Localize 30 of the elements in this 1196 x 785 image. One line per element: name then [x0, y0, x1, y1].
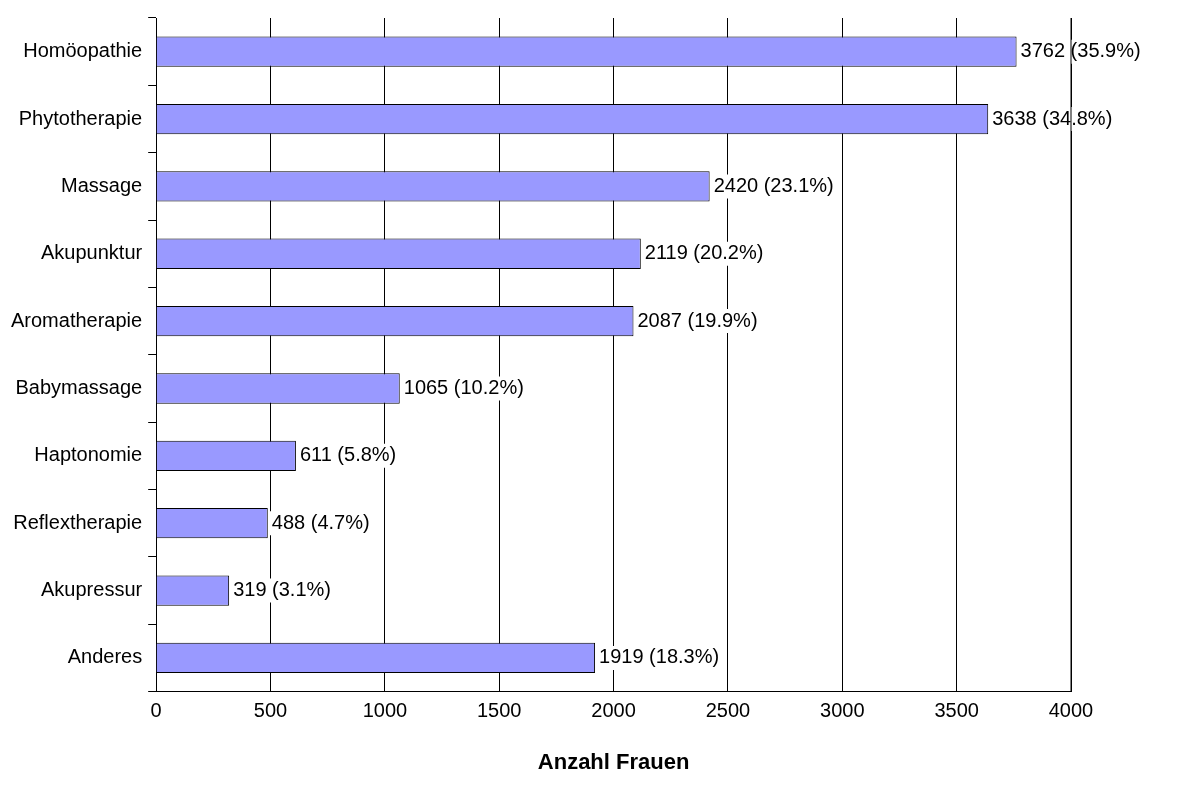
x-axis-title: Anzahl Frauen — [537, 748, 690, 774]
data-label: 2119 (20.2%) — [644, 241, 764, 264]
y-tick-label: Aromatherapie — [10, 308, 143, 331]
x-tick-label: 0 — [150, 699, 162, 722]
y-tick-label: Massage — [61, 173, 143, 196]
data-label: 488 (4.7%) — [271, 510, 370, 533]
data-label: 3638 (34.8%) — [992, 106, 1113, 129]
x-tick-label: 4000 — [1048, 699, 1094, 722]
y-tick-label: Akupressur — [41, 578, 143, 601]
data-label: 1065 (10.2%) — [403, 376, 524, 398]
x-tick-label: 2000 — [591, 699, 636, 722]
x-tick-label: 2500 — [705, 699, 751, 722]
y-tick-label: Homöopathie — [23, 39, 143, 62]
data-label: 2420 (23.1%) — [713, 173, 834, 196]
y-tick-label: Phytotherapie — [18, 106, 143, 129]
y-tick-label: Reflextherapie — [13, 510, 143, 533]
y-tick-label: Haptonomie — [34, 443, 143, 466]
data-label: 2087 (19.9%) — [637, 308, 758, 331]
data-label: 1919 (18.3%) — [599, 645, 720, 668]
data-label: 611 (5.8%) — [299, 443, 397, 466]
x-tick-label: 3000 — [820, 699, 865, 722]
x-tick-label: 3500 — [934, 699, 979, 722]
data-label: 319 (3.1%) — [233, 578, 331, 601]
y-tick-label: Babymassage — [15, 376, 143, 398]
y-tick-label: Anderes — [67, 645, 143, 668]
y-tick-label: Akupunktur — [41, 241, 143, 264]
data-label: 3762 (35.9%) — [1020, 39, 1141, 62]
x-tick-label: 500 — [253, 699, 288, 722]
x-tick-label: 1500 — [476, 699, 522, 722]
x-tick-label: 1000 — [362, 699, 408, 722]
